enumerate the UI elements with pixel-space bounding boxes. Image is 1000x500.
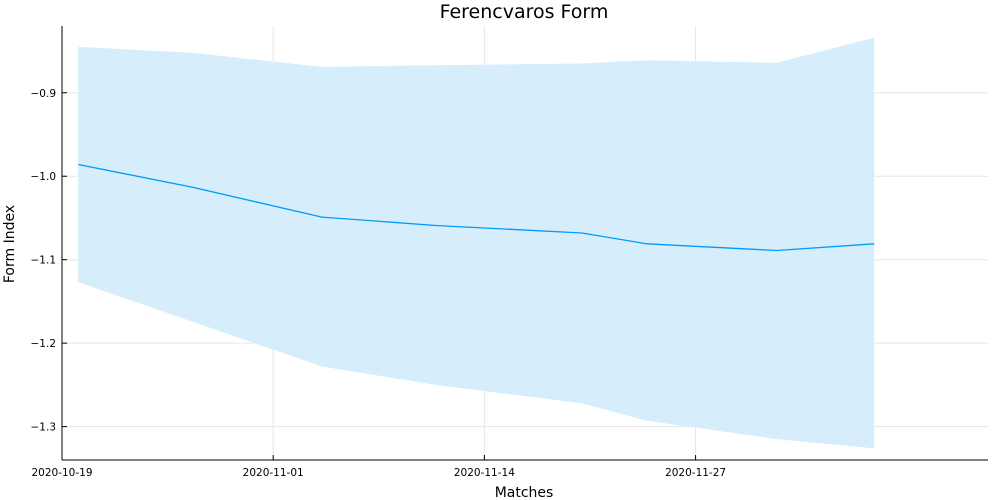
chart-title: Ferencvaros Form <box>440 1 609 23</box>
y-tick-label: −1.3 <box>31 422 57 434</box>
y-tick-label: −1.1 <box>31 255 57 267</box>
y-tick-label: −1.0 <box>31 171 57 183</box>
series-line <box>78 163 875 252</box>
x-tick-label: 2020-10-19 <box>31 467 92 479</box>
y-tick-label: −1.2 <box>31 338 57 350</box>
y-axis-label: Form Index <box>2 205 18 283</box>
x-tick-label: 2020-11-14 <box>454 467 515 479</box>
x-ticks: 2020-10-19 2020-11-01 2020-11-14 2020-11-27 <box>31 455 726 479</box>
x-axis-label: Matches <box>495 485 554 500</box>
x-tick-label: 2020-11-01 <box>243 467 304 479</box>
y-tick-label: −0.9 <box>31 88 57 100</box>
x-tick-label: 2020-11-27 <box>665 467 726 479</box>
confidence-band <box>78 37 875 449</box>
y-ticks: −0.9 −1.0 −1.1 −1.2 −1.3 <box>31 88 67 434</box>
axes <box>61 26 988 461</box>
